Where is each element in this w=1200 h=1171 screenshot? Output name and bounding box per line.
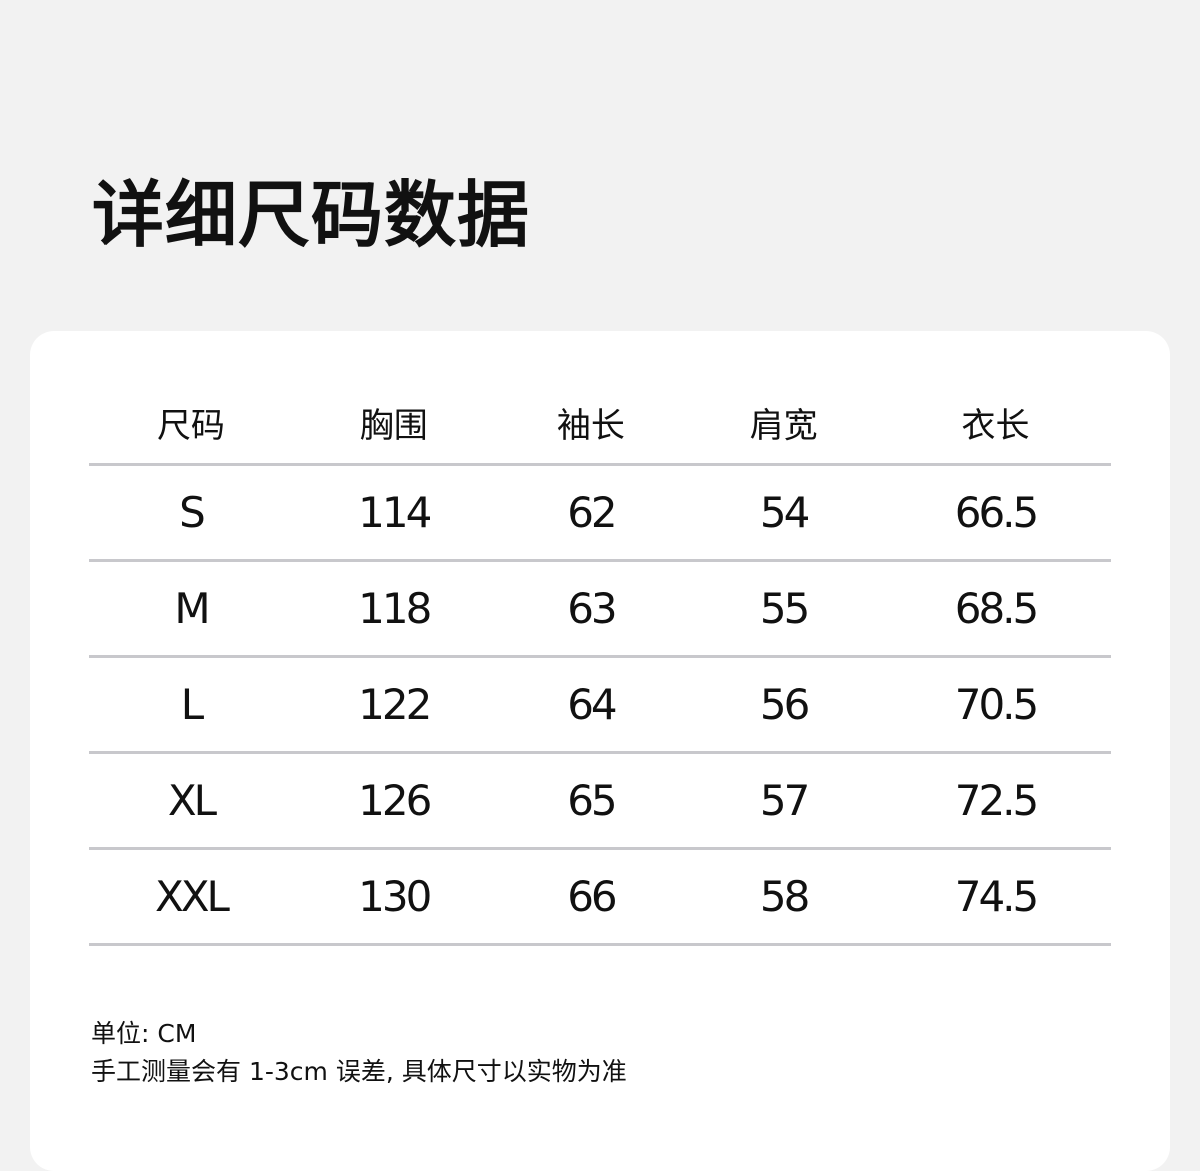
table-cell: 58: [687, 848, 880, 946]
column-header: 袖长: [494, 381, 688, 466]
table-cell: 54: [687, 464, 880, 562]
table-cell: 118: [292, 560, 495, 658]
table-cell: XL: [89, 752, 293, 850]
table-cell: 63: [494, 560, 688, 658]
table-cell: 64: [494, 656, 688, 754]
table-row: XL 126 65 57 72.5: [89, 752, 1111, 850]
table-row: M 118 63 55 68.5: [89, 560, 1111, 658]
table-cell: 57: [687, 752, 880, 850]
table-cell: S: [89, 464, 293, 562]
column-header: 肩宽: [687, 381, 880, 466]
column-header: 胸围: [292, 381, 495, 466]
column-header: 衣长: [879, 381, 1111, 466]
table-cell: M: [89, 560, 293, 658]
table-cell: 70.5: [879, 656, 1111, 754]
table-cell: 74.5: [879, 848, 1111, 946]
table-row: S 114 62 54 66.5: [89, 464, 1111, 562]
table-row: XXL 130 66 58 74.5: [89, 848, 1111, 946]
size-chart-card: 尺码 胸围 袖长 肩宽 衣长 S 114 62 54 66.5 M 118 63 55 68.5 L 122 6…: [30, 331, 1170, 1171]
size-table: 尺码 胸围 袖长 肩宽 衣长 S 114 62 54 66.5 M 118 63 55 68.5 L 122 6…: [89, 381, 1111, 946]
table-cell: 65: [494, 752, 688, 850]
table-cell: 68.5: [879, 560, 1111, 658]
disclaimer-note: 手工测量会有 1-3cm 误差, 具体尺寸以实物为准: [91, 1057, 627, 1086]
page-title: 详细尺码数据: [92, 173, 531, 257]
table-cell: XXL: [89, 848, 293, 946]
table-row: L 122 64 56 70.5: [89, 656, 1111, 754]
table-cell: L: [89, 656, 293, 754]
table-cell: 55: [687, 560, 880, 658]
table-cell: 126: [292, 752, 495, 850]
table-cell: 72.5: [879, 752, 1111, 850]
table-cell: 122: [292, 656, 495, 754]
table-cell: 66.5: [879, 464, 1111, 562]
table-cell: 66: [494, 848, 688, 946]
table-cell: 114: [292, 464, 495, 562]
unit-note: 单位: CM: [91, 1019, 197, 1048]
table-cell: 130: [292, 848, 495, 946]
table-header-row: 尺码 胸围 袖长 肩宽 衣长: [89, 381, 1111, 466]
column-header: 尺码: [89, 381, 293, 466]
table-cell: 62: [494, 464, 688, 562]
table-cell: 56: [687, 656, 880, 754]
